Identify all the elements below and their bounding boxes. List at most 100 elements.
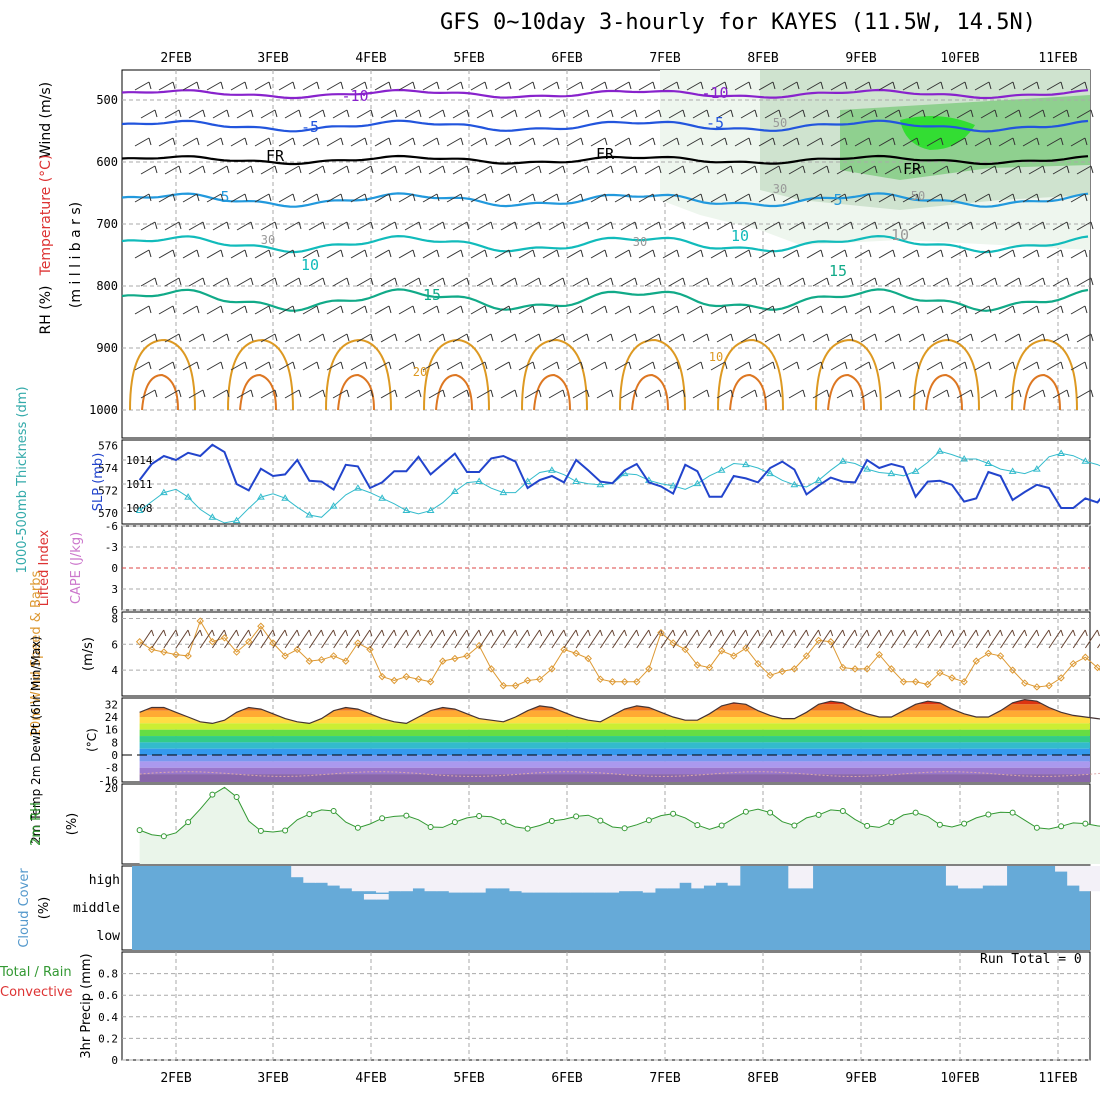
wind-barb xyxy=(716,165,734,175)
wind-speed-point xyxy=(717,647,726,655)
wind-barb xyxy=(356,165,374,175)
cloud-gap xyxy=(533,866,547,893)
wind-speed-point xyxy=(184,652,192,660)
contour-label: -10 xyxy=(341,87,368,105)
date-label-bottom: 9FEB xyxy=(845,1071,876,1086)
contour-label: 5 xyxy=(220,188,229,206)
precip-convective-label: Convective xyxy=(0,985,73,1000)
precip-tick: 0.6 xyxy=(98,989,118,1002)
cloud-gap xyxy=(545,866,559,893)
wind-barb xyxy=(350,81,368,91)
temp-band xyxy=(139,755,1090,762)
wind-barb xyxy=(860,221,878,231)
wind-barb xyxy=(734,193,752,203)
wind-barb xyxy=(302,81,320,91)
wind-barb xyxy=(158,81,176,91)
wind-barb xyxy=(596,389,614,399)
rh2m-panel: 20 xyxy=(105,782,1100,865)
contour-label: 5 xyxy=(833,191,842,209)
wind-barb xyxy=(668,333,686,343)
wind-barb xyxy=(332,333,350,343)
wind-barb xyxy=(668,109,686,119)
isotherm-20 xyxy=(227,338,294,411)
date-label-top: 4FEB xyxy=(355,51,386,66)
wind-barb xyxy=(1046,361,1064,371)
contour-label: FR xyxy=(596,145,615,163)
wind10-barb xyxy=(733,629,749,649)
cloud-gap xyxy=(945,866,959,886)
wind-barb xyxy=(446,81,464,91)
wind-speed-point xyxy=(269,639,277,647)
thickness-point xyxy=(984,459,993,467)
wind-speed-point xyxy=(1021,679,1029,687)
wind-speed-point xyxy=(911,678,920,686)
cloud-gap xyxy=(460,866,474,893)
wind-barb xyxy=(1052,333,1070,343)
wind-speed-point xyxy=(924,680,932,689)
wind-barb xyxy=(470,249,488,259)
wind-barb xyxy=(212,277,230,287)
wind-barb xyxy=(812,277,830,287)
temp-band xyxy=(139,748,1090,756)
temp-band xyxy=(139,729,1090,737)
wind-barb xyxy=(836,109,854,119)
wind-speed-point xyxy=(402,672,411,681)
wind-barb xyxy=(302,249,320,259)
rh-point xyxy=(694,822,701,829)
wind-speed-point xyxy=(220,634,229,642)
temp-tick: 16 xyxy=(105,724,118,737)
wind-speed-point xyxy=(378,672,386,681)
wind-barb xyxy=(590,305,608,315)
dewpoint-line xyxy=(139,771,1100,778)
wind-barb xyxy=(614,193,632,203)
wind-barb xyxy=(716,221,734,231)
rh-point xyxy=(839,808,846,815)
wind-barb xyxy=(932,333,950,343)
wind-barb xyxy=(788,277,806,287)
y-label-cloud: Cloud Cover xyxy=(17,868,32,948)
wind-barb xyxy=(932,109,950,119)
wind-barb xyxy=(686,137,704,147)
rh-point xyxy=(815,811,822,818)
wind-barb xyxy=(350,193,368,203)
wind-barb xyxy=(806,81,824,91)
wind-barb xyxy=(404,277,422,287)
wind-barb xyxy=(644,333,662,343)
y-label-rh2m: 2m RH xyxy=(29,802,44,846)
wind-barb xyxy=(548,277,566,287)
wind-barb xyxy=(182,137,200,147)
thickness-point xyxy=(911,467,920,474)
temp-tick: 32 xyxy=(105,698,118,711)
wind-barb xyxy=(878,81,896,91)
wind-speed-point xyxy=(960,678,968,686)
cloud-gap xyxy=(363,894,377,900)
thickness-point xyxy=(814,476,823,483)
y-label-rh: RH (%) xyxy=(38,286,54,335)
wind-barb xyxy=(188,389,206,399)
rh-point xyxy=(864,822,871,829)
rh-point xyxy=(548,817,555,824)
wind-barb xyxy=(164,333,182,343)
wind-speed-point xyxy=(790,665,799,673)
wind-barb xyxy=(860,165,878,175)
date-label-bottom: 4FEB xyxy=(355,1071,386,1086)
wind-speed-point xyxy=(426,678,435,686)
wind-speed-point xyxy=(596,675,605,683)
wind-barb xyxy=(884,333,902,343)
contour-label: 10 xyxy=(731,227,749,245)
wind-speed-point xyxy=(329,652,338,660)
y-label-li: Lifted Index xyxy=(37,529,52,606)
wind-barb xyxy=(908,221,926,231)
wind-barb xyxy=(158,361,176,371)
wind-barb xyxy=(644,221,662,231)
wind10-barb xyxy=(975,629,991,649)
wind-barb xyxy=(1022,249,1040,259)
cloud-gap xyxy=(412,866,426,889)
contour-label: FR xyxy=(266,147,285,165)
wind-barb xyxy=(692,389,710,399)
wind10-barb xyxy=(612,629,627,649)
wind-speed-point xyxy=(1069,659,1077,668)
wind-barb xyxy=(926,81,944,91)
wind-barb xyxy=(638,81,656,91)
wind-barb xyxy=(662,137,680,147)
